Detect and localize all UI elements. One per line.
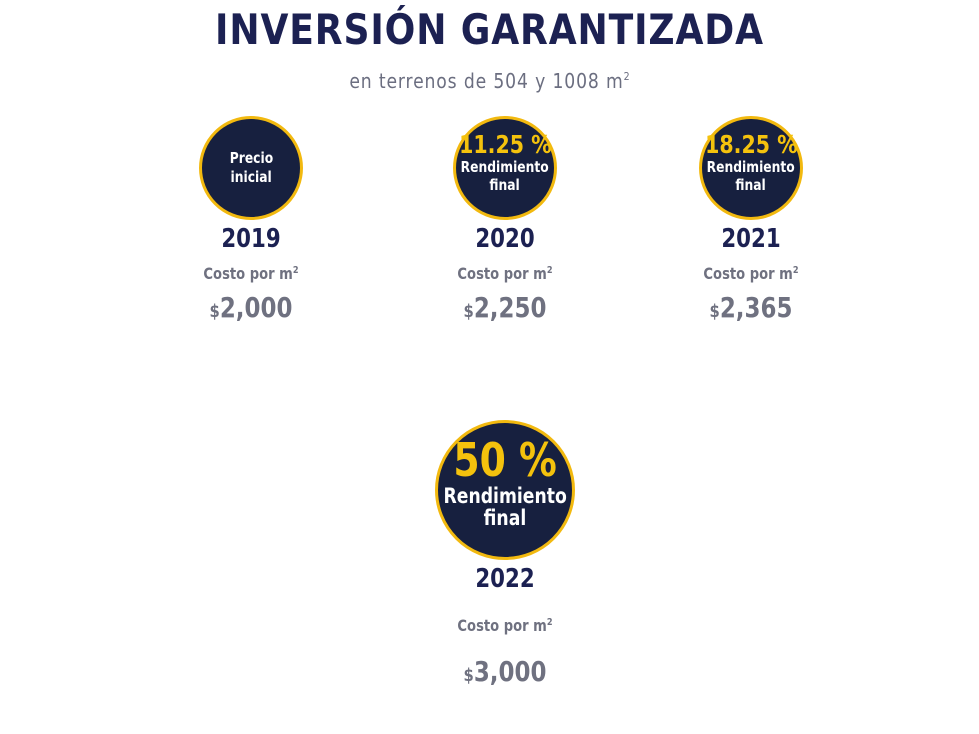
yield-percent: 11.25 % [458, 130, 552, 160]
cost-label: Costo por m2 [669, 260, 833, 285]
price-value: $2,365 [669, 291, 833, 329]
price-value: $3,000 [423, 655, 587, 693]
price-amount: 3,000 [473, 655, 547, 688]
yield-badge-circle: 50 % Rendimiento final [435, 420, 575, 560]
page-subtitle: en terrenos de 504 y 1008 m2 [69, 64, 911, 94]
badge-label-line2: final [735, 175, 767, 194]
yield-percent: 50 % [453, 432, 557, 487]
cost-label: Costo por m2 [423, 260, 587, 285]
cost-label: Costo por m2 [169, 260, 333, 285]
price-badge-circle: Precio inicial [199, 116, 303, 220]
investment-card-2022: 50 % Rendimiento final 2022 Costo por m2… [405, 420, 605, 693]
subtitle-text: en terrenos de 504 y 1008 m [349, 69, 624, 93]
yield-percent: 18.25 % [704, 130, 798, 160]
cost-label: Costo por m2 [423, 612, 587, 637]
investment-card-2019: Precio inicial 2019 Costo por m2 $2,000 [151, 116, 351, 329]
subtitle-superscript: 2 [623, 70, 630, 83]
badge-label-line2: inicial [230, 168, 272, 186]
price-amount: 2,365 [719, 291, 793, 324]
currency-symbol: $ [463, 301, 474, 322]
cost-label-text: Costo por m [203, 264, 293, 283]
year-label: 2019 [221, 224, 281, 254]
cost-label-superscript: 2 [546, 617, 553, 628]
cost-label-text: Costo por m [457, 264, 547, 283]
yield-badge-circle: 11.25 % Rendimiento final [453, 116, 557, 220]
year-label: 2020 [475, 224, 535, 254]
price-amount: 2,000 [219, 291, 293, 324]
currency-symbol: $ [463, 665, 474, 686]
investment-card-2020: 11.25 % Rendimiento final 2020 Costo por… [405, 116, 605, 329]
badge-label-line1: Rendimiento [443, 483, 567, 508]
page-title: INVERSIÓN GARANTIZADA [215, 5, 764, 54]
badge-label-line1: Rendimiento [460, 158, 550, 177]
cost-label-text: Costo por m [703, 264, 793, 283]
currency-symbol: $ [709, 301, 720, 322]
investment-card-2021: 18.25 % Rendimiento final 2021 Costo por… [651, 116, 851, 329]
price-value: $2,000 [169, 291, 333, 329]
badge-label-line1: Rendimiento [706, 158, 796, 177]
badge-label-line1: Precio [229, 149, 273, 168]
yield-badge-circle: 18.25 % Rendimiento final [699, 116, 803, 220]
cost-label-superscript: 2 [292, 265, 299, 276]
year-label: 2022 [475, 564, 535, 594]
cost-label-superscript: 2 [792, 265, 799, 276]
cost-label-text: Costo por m [457, 616, 547, 635]
badge-label-line2: final [489, 175, 521, 194]
currency-symbol: $ [209, 301, 220, 322]
badge-label-line2: final [483, 506, 527, 530]
price-amount: 2,250 [473, 291, 547, 324]
year-label: 2021 [721, 224, 781, 254]
cost-label-superscript: 2 [546, 265, 553, 276]
price-value: $2,250 [423, 291, 587, 329]
